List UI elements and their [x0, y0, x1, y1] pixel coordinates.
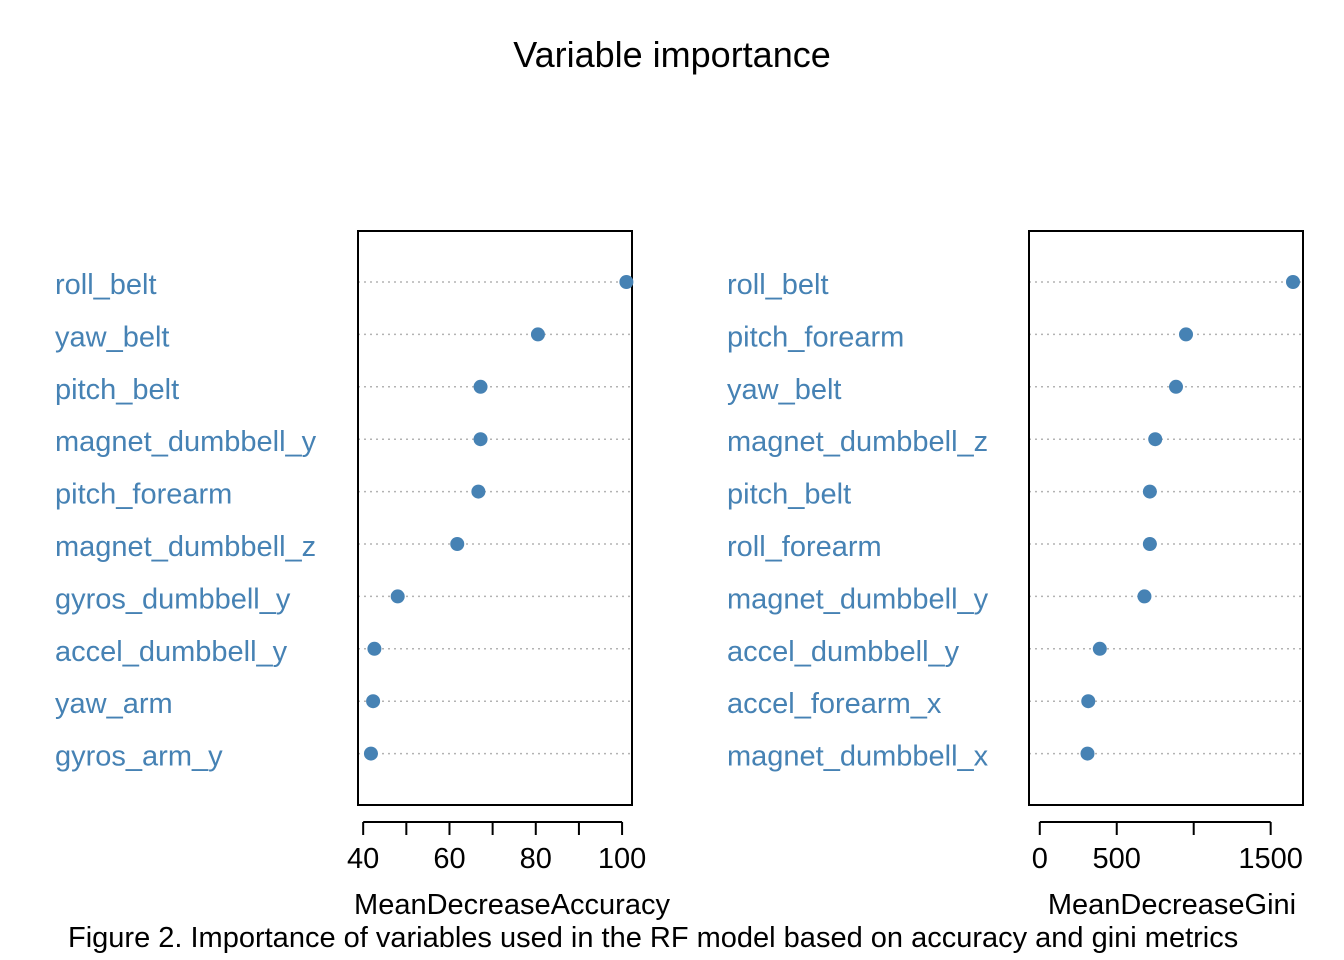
variable-label: gyros_arm_y — [55, 741, 223, 773]
variable-label: magnet_dumbbell_y — [55, 426, 317, 458]
x-tick-label: 100 — [598, 843, 646, 875]
data-point — [363, 746, 378, 761]
chart-title: Variable importance — [513, 34, 831, 75]
plot-frame — [357, 230, 633, 806]
panel-1: roll_belt yaw_belt pitch_belt magnet_dumbbe… — [55, 230, 670, 921]
data-point — [1080, 746, 1095, 761]
variable-label: pitch_forearm — [727, 321, 904, 353]
variable-label: accel_dumbbell_y — [727, 636, 960, 668]
variable-label: magnet_dumbbell_x — [727, 741, 989, 773]
data-point — [450, 537, 465, 551]
x-tick-label: 0 — [1032, 843, 1048, 875]
x-axis-label: MeanDecreaseAccuracy — [354, 889, 670, 921]
data-point — [367, 641, 382, 656]
data-point — [1142, 537, 1157, 551]
x-tick-label: 500 — [1093, 843, 1141, 875]
variable-label: magnet_dumbbell_z — [727, 426, 988, 458]
variable-label: gyros_dumbbell_y — [55, 583, 291, 615]
plot-frame — [1028, 230, 1304, 806]
data-point — [619, 275, 634, 289]
data-point — [1137, 589, 1152, 604]
variable-label: pitch_belt — [55, 374, 179, 406]
panel-2: roll_belt pitch_forearm yaw_belt magnet_dum… — [727, 230, 1304, 921]
variable-label: accel_forearm_x — [727, 688, 942, 720]
variable-label: roll_belt — [727, 269, 829, 301]
data-point — [1169, 379, 1184, 394]
variable-label: accel_dumbbell_y — [55, 636, 288, 668]
data-point — [1179, 327, 1194, 342]
x-tick-label: 1500 — [1238, 843, 1303, 875]
variable-label: yaw_arm — [55, 688, 173, 720]
figure-caption: Figure 2. Importance of variables used i… — [68, 922, 1239, 954]
data-point — [1081, 694, 1096, 709]
data-point — [471, 484, 486, 499]
x-axis-label: MeanDecreaseGini — [1048, 889, 1296, 921]
variable-label: yaw_belt — [727, 374, 841, 406]
data-point — [1285, 275, 1300, 289]
x-tick-label: 40 — [347, 843, 379, 875]
x-tick-label: 60 — [433, 843, 465, 875]
variable-label: pitch_belt — [727, 479, 851, 511]
variable-label: yaw_belt — [55, 321, 169, 353]
data-point — [530, 327, 545, 342]
data-point — [366, 694, 381, 709]
variable-label: magnet_dumbbell_y — [727, 583, 989, 615]
data-point — [473, 379, 488, 394]
variable-label: roll_belt — [55, 269, 157, 301]
variable-label: magnet_dumbbell_z — [55, 531, 316, 563]
data-point — [473, 432, 488, 447]
variable-label: pitch_forearm — [55, 479, 232, 511]
variable-label: roll_forearm — [727, 531, 882, 563]
data-point — [1142, 484, 1157, 499]
data-point — [390, 589, 405, 604]
data-point — [1092, 641, 1107, 656]
x-tick-label: 80 — [520, 843, 552, 875]
data-point — [1148, 432, 1163, 447]
